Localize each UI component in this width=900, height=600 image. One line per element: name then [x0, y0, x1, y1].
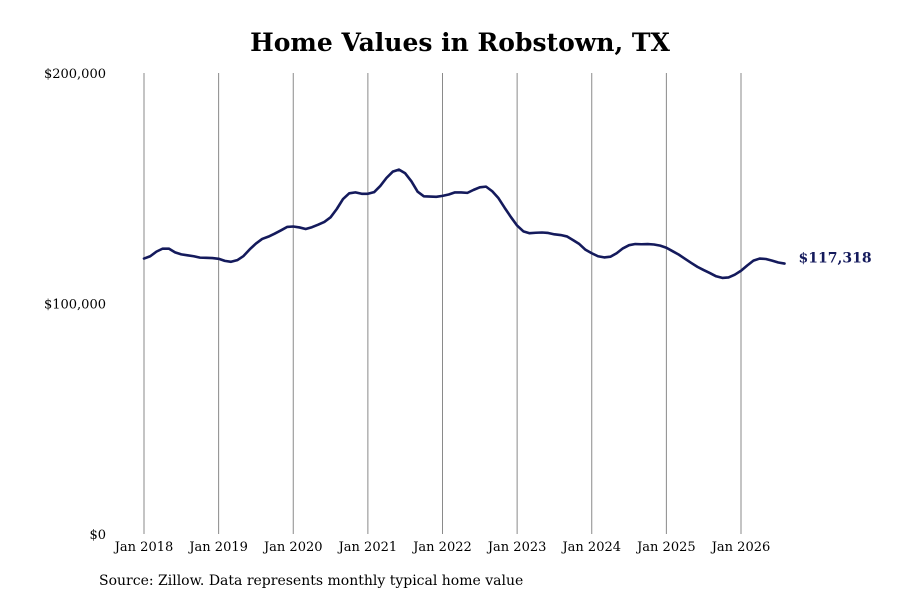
- x-axis-tick-labels: Jan 2018 Jan 2019 Jan 2020 Jan 2021 Jan 2022…: [113, 540, 771, 555]
- y-tick-label: $100,000: [44, 298, 106, 313]
- source-note: Source: Zillow. Data represents monthly …: [99, 573, 524, 589]
- x-tick-label: Jan 2019: [187, 540, 248, 555]
- end-value-label: $117,318: [799, 251, 872, 267]
- x-tick-label: Jan 2021: [337, 540, 398, 555]
- chart-title: Home Values in Robstown, TX: [250, 28, 670, 57]
- x-tick-label: Jan 2026: [710, 540, 771, 555]
- y-tick-label: $0: [89, 528, 106, 543]
- y-tick-label: $200,000: [44, 67, 106, 82]
- x-tick-label: Jan 2024: [560, 540, 621, 555]
- series-line-0: [142, 168, 786, 280]
- x-tick-label: Jan 2022: [411, 540, 472, 555]
- x-tick-label: Jan 2020: [262, 540, 323, 555]
- series-group: [142, 168, 786, 280]
- vertical-gridlines: [143, 73, 742, 534]
- x-tick-label: Jan 2018: [113, 540, 174, 555]
- x-tick-label: Jan 2023: [486, 540, 547, 555]
- x-tick-label: Jan 2025: [635, 540, 696, 555]
- y-axis-tick-labels: $0 $100,000 $200,000: [44, 67, 106, 543]
